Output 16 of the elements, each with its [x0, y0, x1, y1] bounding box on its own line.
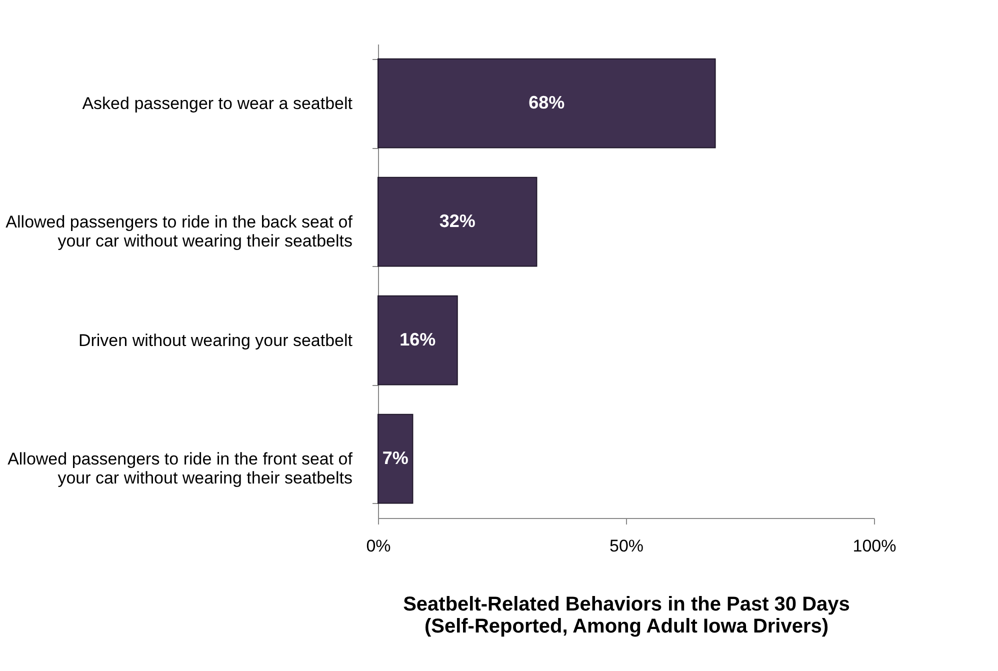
- bar: [378, 414, 414, 504]
- bar: [378, 295, 458, 386]
- x-axis-title: Seatbelt-Related Behaviors in the Past 30 Days (Self-Reported, Among Adult Iowa Drivers): [403, 594, 850, 638]
- x-tick-label: 100%: [852, 536, 896, 556]
- y-tick-label: Driven without wearing your seatbelt: [78, 330, 353, 350]
- y-tick-label: Allowed passengers to ride in the back seat of your car without wearing their seatbelts: [6, 212, 353, 250]
- bar: [378, 58, 716, 148]
- y-tick-label: Allowed passengers to ride in the front seat of your car without wearing their seatbelts: [8, 449, 353, 488]
- y-tick-label: Asked passenger to wear a seatbelt: [82, 94, 353, 113]
- x-tick-label: 50%: [609, 536, 644, 556]
- x-tick-label: 0%: [366, 536, 391, 556]
- data-label: 32%: [439, 210, 476, 231]
- data-label: 16%: [400, 329, 436, 350]
- data-label: 7%: [382, 448, 408, 468]
- bar: [378, 176, 538, 267]
- data-label: 68%: [528, 92, 565, 112]
